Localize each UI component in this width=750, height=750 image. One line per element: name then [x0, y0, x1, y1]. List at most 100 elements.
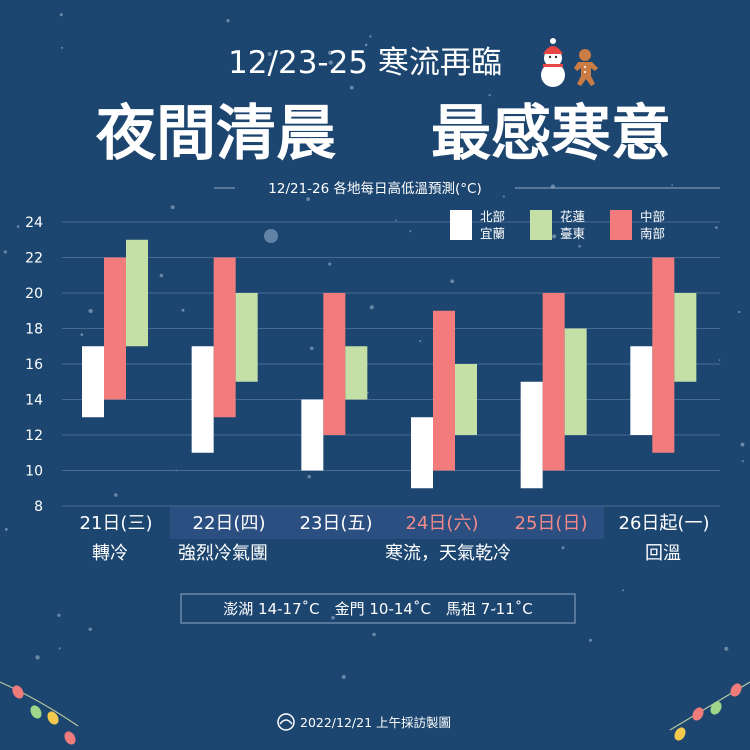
snow-dot	[170, 205, 175, 210]
snow-dot	[307, 474, 311, 479]
snow-dot	[488, 94, 491, 97]
bar-花蓮-臺東-4	[564, 328, 587, 435]
snow-dot	[181, 308, 185, 312]
bar-中部-南部-0	[104, 257, 126, 400]
snow-dot	[88, 627, 92, 632]
footer-credit: 2022/12/21 上午採訪製圖	[300, 715, 451, 730]
snow-dot	[738, 310, 741, 314]
snow-dot	[740, 442, 745, 447]
legend-swatch	[450, 210, 472, 240]
snow-dot	[491, 52, 495, 56]
y-tick-label: 22	[25, 251, 43, 267]
christmas-lights-right-icon	[669, 681, 750, 741]
legend-swatch	[610, 210, 632, 240]
x-tick-label: 24日(六)	[406, 513, 479, 534]
islands-temperatures: 澎湖 14-17˚C 金門 10-14˚C 馬祖 7-11˚C	[223, 600, 532, 618]
snow-dot	[328, 50, 333, 55]
bar-中部-南部-3	[433, 310, 455, 471]
legend-label: 南部	[640, 226, 665, 241]
snow-dot	[159, 273, 164, 278]
snowman-icon	[541, 38, 565, 87]
snow-dot	[58, 647, 61, 650]
bar-中部-南部-5	[652, 257, 675, 453]
x-tick-label: 23日(五)	[300, 513, 373, 534]
y-tick-label: 12	[25, 428, 43, 444]
snow-dot	[306, 197, 310, 201]
y-tick-label: 8	[34, 499, 43, 515]
note-strong-cold-air: 強烈冷氣團	[178, 543, 268, 564]
x-tick-label: 21日(三)	[80, 513, 153, 534]
snow-dot	[369, 305, 374, 310]
snow-dot	[622, 589, 624, 592]
snowflake-large	[264, 229, 278, 243]
bar-花蓮-臺東-5	[674, 293, 697, 382]
bar-花蓮-臺東-0	[126, 239, 148, 347]
legend-label: 臺東	[560, 226, 586, 241]
x-tick-label: 22日(四)	[193, 513, 266, 534]
snow-dot	[101, 114, 104, 116]
snow-dot	[588, 638, 593, 642]
snow-dot	[369, 35, 372, 38]
legend-label: 花蓮	[560, 209, 586, 224]
note-warming: 回溫	[645, 543, 681, 564]
bars	[82, 239, 697, 489]
y-tick-label: 16	[25, 357, 43, 373]
y-tick-label: 14	[25, 393, 43, 409]
snow-dot	[4, 527, 8, 531]
bar-花蓮-臺東-2	[345, 346, 368, 400]
christmas-lights-left-icon	[0, 681, 79, 745]
snow-dot	[336, 62, 339, 64]
snow-dot	[331, 615, 335, 620]
snow-dot	[622, 117, 624, 119]
snow-dot	[310, 346, 314, 351]
snow-dot	[37, 256, 41, 260]
legend-label: 中部	[640, 209, 665, 224]
snow-dot	[341, 674, 346, 679]
snow-dot	[364, 43, 368, 47]
x-tick-label: 26日起(一)	[619, 513, 710, 534]
snow-dot	[328, 60, 333, 65]
snow-dot	[671, 184, 674, 186]
legend-label: 北部	[480, 209, 505, 224]
bar-北部-宜蘭-4	[520, 381, 543, 489]
snow-dot	[80, 333, 84, 336]
snow-dot	[494, 607, 497, 610]
grid	[62, 221, 720, 507]
bar-中部-南部-4	[542, 293, 565, 471]
snow-dot	[340, 608, 344, 613]
legend-swatch	[530, 210, 552, 240]
islands-box	[180, 593, 576, 624]
x-axis-labels: 21日(三) 22日(四) 23日(五) 24日(六) 25日(日) 26日起(一)	[80, 513, 710, 534]
bar-中部-南部-2	[323, 293, 346, 435]
snow-dot	[450, 279, 455, 284]
note-cold-wave: 寒流，天氣乾冷	[385, 543, 511, 564]
x-tick-label: 25日(日)	[515, 513, 588, 534]
bar-北部-宜蘭-2	[301, 399, 324, 471]
snow-dot	[552, 234, 557, 239]
y-tick-label: 24	[25, 215, 43, 231]
bar-花蓮-臺東-1	[235, 293, 258, 382]
snow-dot	[88, 308, 93, 314]
title: 12/23-25 寒流再臨	[228, 45, 502, 81]
headline-right: 最感寒意	[431, 99, 671, 169]
snow-dot	[57, 613, 61, 617]
y-tick-label: 18	[25, 322, 43, 338]
y-axis-ticks: 8 10 12 14 16 18 20 22 24	[25, 215, 43, 515]
snow-dot	[561, 546, 565, 550]
snow-dot	[714, 226, 718, 229]
snow-dot	[3, 250, 7, 254]
legend-label: 宜蘭	[480, 226, 505, 241]
note-turning-cold: 轉冷	[92, 543, 128, 564]
y-tick-label: 20	[25, 286, 43, 302]
snow-dot	[741, 460, 744, 463]
snow-dot	[114, 493, 118, 497]
snow-dot	[267, 51, 272, 57]
chart-subtitle: 12/21-26 各地每日高低溫預測(°C)	[268, 180, 481, 197]
snow-dot	[578, 244, 581, 248]
bar-北部-宜蘭-0	[82, 346, 104, 418]
bar-北部-宜蘭-5	[630, 346, 653, 435]
snow-dot	[349, 85, 354, 90]
snow-dot	[724, 646, 729, 651]
